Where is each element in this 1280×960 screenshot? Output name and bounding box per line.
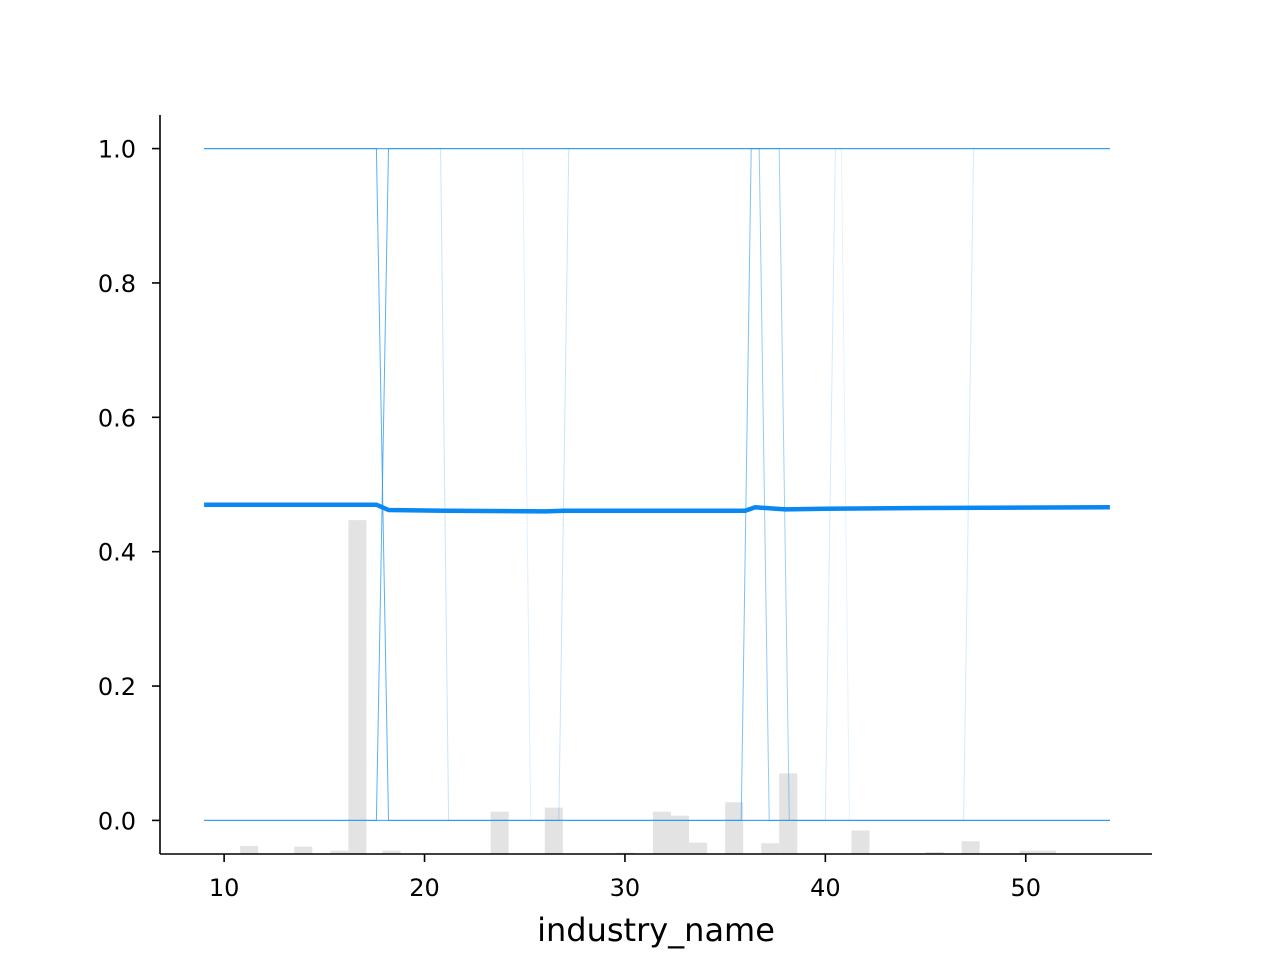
ice-lines	[204, 148, 1110, 821]
histogram-bar-16	[961, 841, 980, 854]
ice-line-0	[204, 148, 1110, 821]
x-axis-title: industry_name	[537, 911, 775, 949]
histogram-bar-5	[490, 811, 509, 854]
x-tick-label: 30	[610, 874, 641, 902]
histogram-bar-12	[761, 843, 780, 854]
y-tick-label: 0.6	[98, 404, 136, 432]
average-line-group	[204, 502, 1110, 514]
x-tick-label: 20	[409, 874, 440, 902]
ice-line-3	[204, 148, 1110, 821]
ice-line-6	[204, 148, 1110, 821]
ice-line-7	[204, 148, 1110, 821]
ice-line-5	[204, 148, 1110, 821]
histogram-bar-2	[330, 850, 349, 854]
x-tick-label: 50	[1010, 874, 1041, 902]
histogram-bar-17	[1019, 850, 1038, 854]
histogram-bar-6	[544, 807, 563, 854]
histogram-bar-13	[779, 773, 798, 854]
histogram-bar-18	[1037, 850, 1056, 854]
ice-line-4	[204, 148, 1110, 821]
histogram-bar-15	[925, 851, 944, 854]
ice-line-2	[204, 148, 1110, 821]
y-tick-labels: 0.0 0.2 0.4 0.6 0.8 1.0	[98, 136, 136, 836]
y-tick-label: 1.0	[98, 136, 136, 164]
ice-line-9	[204, 148, 1110, 821]
histogram-bar-9	[671, 815, 690, 854]
x-tick-labels: 10 20 30 40 50	[209, 874, 1041, 902]
histogram-bars	[240, 520, 1056, 854]
ice-line-8	[204, 148, 1110, 821]
x-tick-label: 10	[209, 874, 240, 902]
y-tick-label: 0.2	[98, 673, 136, 701]
histogram-bar-14	[851, 830, 870, 854]
axes	[152, 115, 1152, 862]
histogram-bar-8	[652, 811, 672, 854]
y-tick-label: 0.8	[98, 270, 136, 298]
x-tick-label: 40	[810, 874, 841, 902]
histogram-bar-11	[725, 802, 744, 854]
average-line-0	[204, 502, 1110, 514]
histogram-bar-1	[294, 846, 313, 854]
ice-line-10	[204, 148, 1110, 821]
y-tick-label: 0.4	[98, 539, 136, 567]
ice-line-1	[204, 148, 1110, 821]
y-tick-label: 0.0	[98, 807, 136, 835]
histogram-bar-0	[240, 845, 259, 854]
histogram-bar-4	[382, 850, 401, 854]
histogram-bar-3	[348, 520, 367, 854]
histogram-bar-10	[689, 842, 708, 854]
